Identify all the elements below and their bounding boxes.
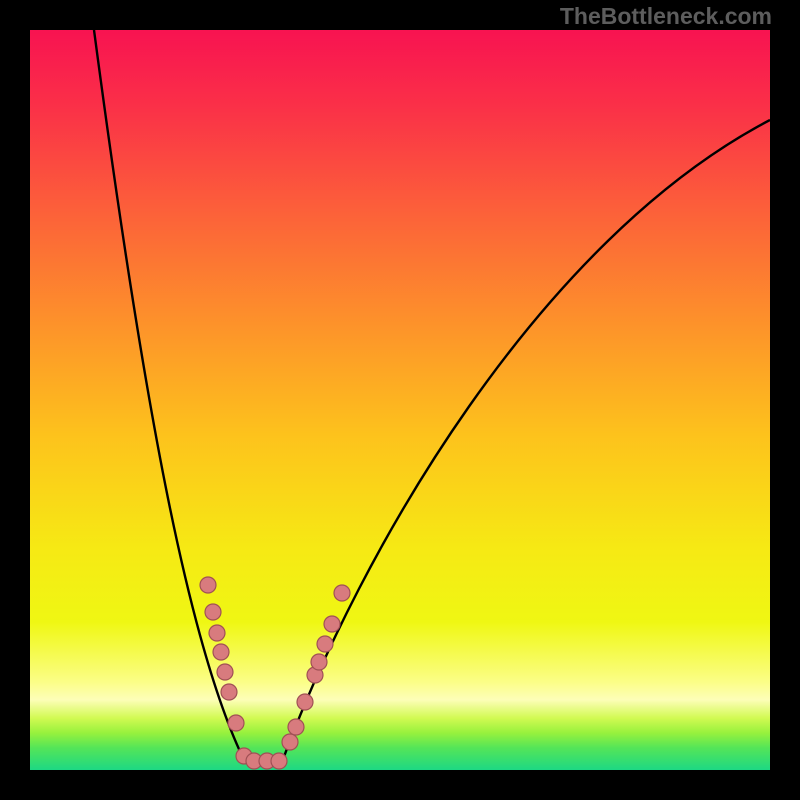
data-marker bbox=[288, 719, 304, 735]
data-marker bbox=[221, 684, 237, 700]
data-marker bbox=[282, 734, 298, 750]
data-marker bbox=[213, 644, 229, 660]
plot-svg bbox=[30, 30, 770, 770]
data-marker bbox=[317, 636, 333, 652]
data-marker bbox=[205, 604, 221, 620]
data-marker bbox=[217, 664, 233, 680]
data-marker bbox=[311, 654, 327, 670]
data-marker bbox=[200, 577, 216, 593]
data-marker bbox=[271, 753, 287, 769]
outer-frame: TheBottleneck.com bbox=[0, 0, 800, 800]
data-marker bbox=[209, 625, 225, 641]
gradient-background bbox=[30, 30, 770, 770]
plot-area bbox=[30, 30, 770, 770]
data-marker bbox=[334, 585, 350, 601]
data-marker bbox=[324, 616, 340, 632]
data-marker bbox=[228, 715, 244, 731]
data-marker bbox=[297, 694, 313, 710]
watermark-text: TheBottleneck.com bbox=[560, 3, 772, 30]
